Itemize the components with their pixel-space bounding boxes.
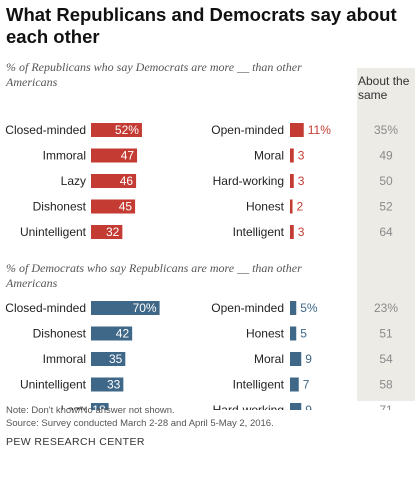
positive-value-label: 5 bbox=[300, 327, 307, 341]
positive-bar bbox=[290, 225, 294, 239]
positive-value-label: 9 bbox=[305, 403, 312, 410]
negative-bar bbox=[91, 403, 109, 410]
negative-value-label: 32 bbox=[106, 225, 120, 239]
negative-value-label: 70% bbox=[133, 301, 157, 315]
positive-value-label: 3 bbox=[298, 174, 305, 188]
positive-bar bbox=[290, 174, 294, 188]
about-same-value: 35% bbox=[374, 123, 398, 137]
about-same-value: 49 bbox=[379, 149, 393, 163]
about-same-value: 23% bbox=[374, 301, 398, 315]
negative-value-label: 52% bbox=[115, 123, 139, 137]
democrat-panel-subtitle: % of Democrats who say Republicans are m… bbox=[6, 261, 302, 290]
positive-trait-label: Honest bbox=[246, 327, 285, 341]
positive-trait-label: Honest bbox=[246, 200, 285, 214]
negative-value-label: 18 bbox=[92, 403, 106, 410]
notes: Note: Don't know/No answer not shown. So… bbox=[6, 404, 274, 430]
chart-title: What Republicans and Democrats say about… bbox=[6, 4, 397, 47]
negative-value-label: 33 bbox=[107, 378, 121, 392]
negative-bar bbox=[91, 199, 136, 214]
negative-bar bbox=[91, 352, 126, 366]
negative-trait-label: Unintelligent bbox=[20, 378, 87, 392]
positive-value-label: 5% bbox=[300, 301, 318, 315]
negative-bar bbox=[91, 225, 123, 239]
positive-bar bbox=[290, 352, 302, 366]
positive-trait-label: Open-minded bbox=[211, 301, 284, 315]
negative-trait-label: Dishonest bbox=[33, 327, 87, 341]
negative-value-label: 47 bbox=[121, 149, 135, 163]
positive-bar bbox=[290, 326, 297, 341]
negative-bar bbox=[91, 148, 138, 163]
positive-value-label: 3 bbox=[298, 225, 305, 239]
negative-trait-label: Closed-minded bbox=[5, 123, 86, 137]
republican-panel-subtitle: % of Republicans who say Democrats are m… bbox=[6, 60, 302, 89]
positive-trait-label: Moral bbox=[254, 352, 284, 366]
about-same-column-background bbox=[357, 68, 415, 401]
positive-trait-label: Open-minded bbox=[211, 123, 284, 137]
positive-trait-label: Hard-working bbox=[213, 403, 284, 410]
negative-trait-label: Unintelligent bbox=[20, 225, 87, 239]
negative-trait-label: Lazy bbox=[61, 174, 86, 188]
note-line: Note: Don't know/No answer not shown. bbox=[6, 405, 175, 416]
positive-trait-label: Hard-working bbox=[213, 174, 284, 188]
positive-bar bbox=[290, 377, 299, 392]
negative-bar bbox=[91, 377, 124, 392]
positive-bar bbox=[290, 148, 294, 163]
positive-bar bbox=[290, 123, 304, 137]
negative-trait-label: Closed-minded bbox=[5, 301, 86, 315]
about-same-value: 54 bbox=[379, 352, 393, 366]
positive-bar bbox=[290, 403, 302, 410]
footer-credit: PEW RESEARCH CENTER bbox=[6, 436, 145, 448]
negative-bar bbox=[91, 123, 142, 137]
negative-bar bbox=[91, 174, 137, 188]
positive-bar bbox=[290, 199, 293, 214]
chart-svg: Closed-minded 52% Open-minded 11% 35%Immoral… bbox=[5, 123, 398, 410]
positive-trait-label: Moral bbox=[254, 149, 284, 163]
negative-bar bbox=[91, 326, 133, 341]
about-same-value: 51 bbox=[379, 327, 393, 341]
negative-trait-label: Dishonest bbox=[33, 200, 87, 214]
negative-trait-label: Lazy bbox=[61, 403, 86, 410]
about-same-value: 64 bbox=[379, 225, 393, 239]
about-same-value: 58 bbox=[379, 378, 393, 392]
negative-value-label: 45 bbox=[119, 200, 133, 214]
source-line: Source: Survey conducted March 2-28 and … bbox=[6, 418, 274, 429]
positive-trait-label: Intelligent bbox=[233, 378, 285, 392]
positive-value-label: 7 bbox=[303, 378, 310, 392]
positive-value-label: 9 bbox=[305, 352, 312, 366]
positive-value-label: 3 bbox=[298, 149, 305, 163]
about-same-value: 52 bbox=[379, 200, 393, 214]
negative-value-label: 35 bbox=[109, 352, 123, 366]
positive-trait-label: Intelligent bbox=[233, 225, 285, 239]
negative-bar bbox=[91, 301, 160, 315]
positive-bar bbox=[290, 301, 297, 315]
negative-value-label: 42 bbox=[116, 327, 130, 341]
negative-trait-label: Immoral bbox=[43, 149, 86, 163]
positive-value-label: 11% bbox=[308, 123, 331, 137]
negative-value-label: 46 bbox=[120, 174, 134, 188]
negative-trait-label: Immoral bbox=[43, 352, 86, 366]
about-same-value: 50 bbox=[379, 174, 393, 188]
about-same-header: About the same bbox=[358, 74, 410, 102]
positive-value-label: 2 bbox=[297, 200, 304, 214]
about-same-value: 71 bbox=[379, 403, 393, 410]
